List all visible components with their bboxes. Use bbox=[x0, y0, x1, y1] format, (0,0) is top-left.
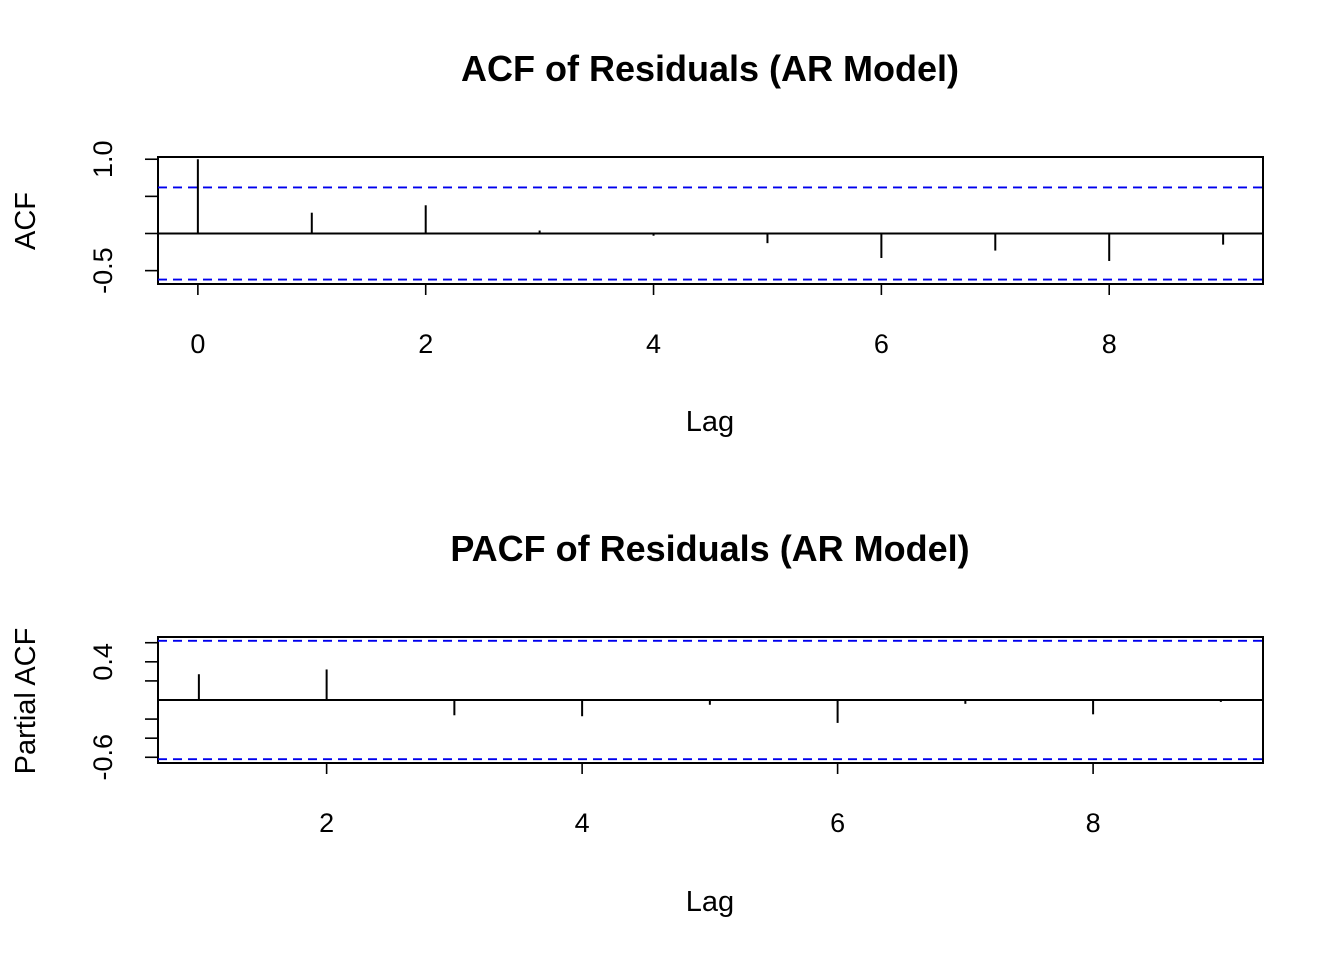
acf-x-tick-label: 0 bbox=[190, 329, 205, 359]
acf-x-tick-label: 4 bbox=[646, 329, 661, 359]
acf-x-tick-label: 2 bbox=[418, 329, 433, 359]
acf-y-tick-label: 1.0 bbox=[88, 140, 118, 178]
pacf-panel: PACF of Residuals (AR Model) Lag Partial… bbox=[10, 528, 1264, 918]
pacf-y-tick-label: -0.6 bbox=[88, 734, 118, 781]
pacf-title: PACF of Residuals (AR Model) bbox=[450, 528, 969, 569]
pacf-x-tick-label: 6 bbox=[830, 808, 845, 838]
acf-x-tick-label: 6 bbox=[874, 329, 889, 359]
pacf-y-axis-label: Partial ACF bbox=[10, 628, 42, 775]
acf-x-axis-label: Lag bbox=[686, 406, 734, 438]
pacf-y-tick-label: 0.4 bbox=[88, 643, 118, 681]
acf-plot-frame bbox=[157, 156, 1264, 285]
pacf-x-tick-label: 8 bbox=[1086, 808, 1101, 838]
acf-y-tick-label: -0.5 bbox=[88, 247, 118, 294]
pacf-x-axis-label: Lag bbox=[686, 886, 734, 918]
acf-y-axis-label: ACF bbox=[10, 192, 42, 250]
acf-x-tick-label: 8 bbox=[1102, 329, 1117, 359]
pacf-x-tick-label: 4 bbox=[575, 808, 590, 838]
pacf-x-tick-label: 2 bbox=[319, 808, 334, 838]
acf-title: ACF of Residuals (AR Model) bbox=[461, 48, 959, 89]
acf-panel: ACF of Residuals (AR Model) Lag ACF 0 2 4 6… bbox=[10, 48, 1264, 438]
